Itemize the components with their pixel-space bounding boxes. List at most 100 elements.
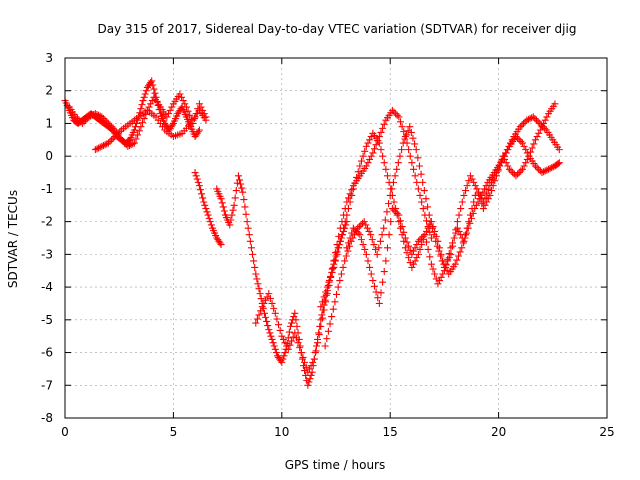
data-point [193, 175, 201, 183]
y-tick-label: -7 [41, 378, 53, 392]
data-point [72, 113, 80, 121]
data-point [523, 116, 531, 124]
data-point [335, 244, 343, 252]
data-point [325, 278, 333, 286]
data-point [507, 167, 515, 175]
data-point [310, 355, 318, 363]
data-point [392, 110, 400, 118]
data-point [374, 294, 382, 302]
data-point [400, 237, 408, 245]
data-point [442, 260, 450, 268]
axis-ticks [64, 57, 608, 419]
data-point [338, 231, 346, 239]
data-point [409, 134, 417, 142]
data-point [255, 311, 263, 319]
data-point [481, 185, 489, 193]
data-point [168, 103, 176, 111]
data-point [333, 241, 341, 249]
data-point [119, 137, 127, 145]
data-point [293, 322, 301, 330]
data-point [414, 237, 422, 245]
data-point [106, 137, 114, 145]
data-point [518, 139, 526, 147]
data-point [458, 198, 466, 206]
data-point [149, 81, 157, 89]
data-point [247, 244, 255, 252]
data-point [370, 282, 378, 290]
data-point [554, 160, 562, 168]
data-point [253, 275, 261, 283]
data-point [383, 172, 391, 180]
data-point [328, 313, 336, 321]
x-tick-label: 5 [170, 425, 178, 439]
data-point [288, 319, 296, 327]
data-point [163, 113, 171, 121]
data-point [404, 127, 412, 135]
data-point [281, 339, 289, 347]
data-point [265, 326, 273, 334]
data-point [301, 358, 309, 366]
data-point [240, 196, 248, 204]
data-point [309, 358, 317, 366]
data-point [296, 344, 304, 352]
data-point [424, 245, 432, 253]
data-point [450, 234, 458, 242]
x-tick-label: 0 [61, 425, 69, 439]
data-point [429, 223, 437, 231]
data-point [396, 152, 404, 160]
data-point [478, 200, 486, 208]
data-point [492, 172, 500, 180]
data-point [226, 221, 234, 229]
data-point [540, 119, 548, 127]
data-point [346, 190, 354, 198]
data-point [346, 234, 354, 242]
data-point [364, 257, 372, 265]
data-point [370, 145, 378, 153]
data-point [104, 139, 112, 147]
data-point [405, 242, 413, 250]
data-point [341, 257, 349, 265]
data-point [520, 142, 528, 150]
data-point [137, 123, 145, 131]
data-point [194, 128, 202, 136]
data-point [427, 218, 435, 226]
data-point [320, 293, 328, 301]
data-point [382, 257, 390, 265]
data-point [379, 124, 387, 132]
data-point [527, 148, 535, 156]
data-point [151, 89, 159, 97]
data-point [367, 133, 375, 141]
data-point [380, 159, 388, 167]
data-point [416, 191, 424, 199]
data-point [447, 250, 455, 258]
data-point [307, 371, 315, 379]
data-point [365, 227, 373, 235]
data-point [306, 375, 314, 383]
data-point [227, 216, 235, 224]
data-point [314, 339, 322, 347]
data-point [260, 309, 268, 317]
data-point [453, 256, 461, 264]
data-point [353, 173, 361, 181]
data-point [546, 164, 554, 172]
data-point [275, 321, 283, 329]
data-point [204, 211, 212, 219]
data-point [268, 299, 276, 307]
data-point [266, 295, 274, 303]
data-point [96, 143, 104, 151]
data-point [142, 87, 150, 95]
data-point [127, 141, 135, 149]
data-point [424, 224, 432, 232]
data-point [449, 242, 457, 250]
data-point [413, 254, 421, 262]
data-point [86, 112, 94, 120]
data-point [245, 231, 253, 239]
data-point [517, 167, 525, 175]
y-tick-labels: 3 2 1 0 -1 -2 -3 -4 -5 -6 -7 -8 [41, 51, 53, 425]
data-point [129, 140, 137, 148]
data-point [411, 257, 419, 265]
data-point [463, 224, 471, 232]
data-point [348, 229, 356, 237]
data-point [379, 278, 387, 286]
data-point [460, 191, 468, 199]
